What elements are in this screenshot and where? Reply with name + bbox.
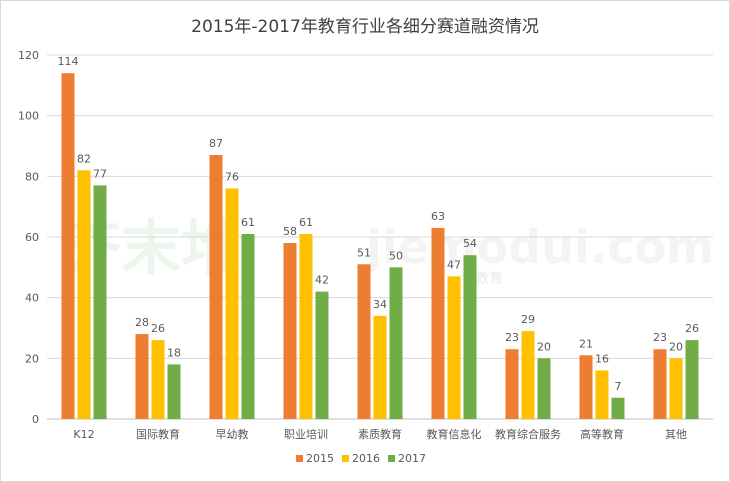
x-category-label: 其他 [665, 428, 687, 441]
data-label: 58 [283, 225, 297, 238]
legend-label: 2015 [306, 452, 334, 465]
bar-2017-2 [241, 233, 255, 419]
data-label: 51 [357, 246, 371, 259]
bar-2015-1 [135, 334, 149, 419]
watermark-text: jiemodui.com [364, 220, 714, 274]
y-tick-label: 0 [32, 413, 39, 426]
bar-2015-3 [283, 243, 297, 419]
y-tick-label: 80 [25, 170, 39, 183]
y-tick-label: 40 [25, 292, 39, 305]
y-tick-label: 120 [18, 49, 39, 62]
bar-2016-7 [595, 370, 609, 419]
bar-2016-5 [447, 276, 461, 419]
bar-2017-1 [167, 364, 181, 419]
bar-2017-6 [537, 358, 551, 419]
x-category-label: 教育综合服务 [495, 427, 561, 441]
watermark: 芥末堆 jiemodui.com 看教育 [61, 214, 714, 287]
data-label: 87 [209, 137, 223, 150]
data-label: 76 [225, 170, 239, 183]
data-label: 20 [537, 340, 551, 353]
legend-swatch [296, 455, 303, 462]
bar-2016-3 [299, 233, 313, 419]
bar-2016-6 [521, 331, 535, 419]
data-label: 42 [315, 274, 329, 287]
legend-item-2016[interactable]: 2016 [342, 452, 380, 465]
x-category-label: 教育信息化 [427, 427, 482, 441]
data-label: 21 [579, 337, 593, 350]
bar-2015-4 [357, 264, 371, 419]
chart-title: 2015年-2017年教育行业各细分赛道融资情况 [191, 16, 539, 37]
data-label: 54 [463, 237, 477, 250]
data-label: 61 [299, 216, 313, 229]
data-label: 114 [58, 55, 79, 68]
bar-2016-0 [77, 170, 91, 419]
data-label: 20 [669, 340, 683, 353]
bar-2017-4 [389, 267, 403, 419]
data-label: 28 [135, 316, 149, 329]
y-axis-ticks: 0 20 40 60 80 100 120 [18, 49, 39, 426]
bars [61, 73, 699, 419]
bar-2015-8 [653, 349, 667, 419]
legend[interactable]: 2015 2016 2017 [296, 452, 426, 465]
legend-label: 2017 [398, 452, 426, 465]
bar-2016-2 [225, 188, 239, 419]
data-label: 63 [431, 210, 445, 223]
data-label: 82 [77, 152, 91, 165]
x-category-label: K12 [73, 428, 94, 441]
bar-2015-6 [505, 349, 519, 419]
bar-2017-5 [463, 255, 477, 419]
x-category-label: 早幼教 [216, 428, 249, 441]
bar-2017-3 [315, 291, 329, 419]
bar-2017-7 [611, 397, 625, 419]
data-label: 34 [373, 298, 387, 311]
x-axis-categories: K12 国际教育 早幼教 职业培训 素质教育 教育信息化 教育综合服务 高等教育 其他 [73, 427, 687, 441]
data-label: 16 [595, 352, 609, 365]
bar-2015-0 [61, 73, 75, 419]
data-label: 18 [167, 346, 181, 359]
data-label: 26 [685, 322, 699, 335]
data-label: 77 [93, 167, 107, 180]
data-label: 61 [241, 216, 255, 229]
y-tick-label: 20 [25, 352, 39, 365]
legend-item-2017[interactable]: 2017 [388, 452, 426, 465]
legend-item-2015[interactable]: 2015 [296, 452, 334, 465]
x-category-label: 国际教育 [136, 427, 180, 441]
data-label: 23 [653, 331, 667, 344]
data-label: 23 [505, 331, 519, 344]
bar-2015-2 [209, 155, 223, 419]
bar-2016-4 [373, 315, 387, 419]
x-category-label: 职业培训 [284, 427, 328, 441]
x-category-label: 高等教育 [580, 427, 624, 441]
legend-swatch [388, 455, 395, 462]
bar-2016-1 [151, 340, 165, 419]
data-label: 7 [615, 380, 622, 393]
bar-2016-8 [669, 358, 683, 419]
data-label: 29 [521, 313, 535, 326]
bar-2017-0 [93, 185, 107, 419]
data-label: 26 [151, 322, 165, 335]
bar-2017-8 [685, 340, 699, 419]
legend-label: 2016 [352, 452, 380, 465]
data-label: 47 [447, 258, 461, 271]
y-tick-label: 60 [25, 231, 39, 244]
bar-2015-7 [579, 355, 593, 419]
y-tick-label: 100 [18, 110, 39, 123]
x-category-label: 素质教育 [358, 427, 402, 441]
data-label: 50 [389, 249, 403, 262]
bar-2015-5 [431, 227, 445, 419]
legend-swatch [342, 455, 349, 462]
